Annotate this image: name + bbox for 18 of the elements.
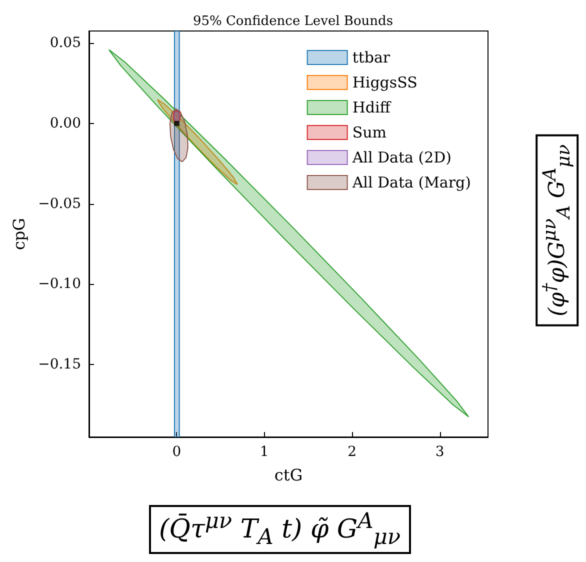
legend-label: All Data (2D) [351, 148, 452, 166]
legend-label: Sum [352, 124, 386, 142]
y-tick-label: −0.05 [38, 196, 81, 212]
legend-label: ttbar [352, 48, 391, 66]
y-tick-label: 0.00 [50, 115, 81, 132]
x-axis-title: ctG [274, 466, 303, 484]
y-tick-label: 0.05 [50, 35, 81, 52]
x-tick-label: 2 [348, 444, 357, 460]
chart-title: 95% Confidence Level Bounds [192, 14, 394, 29]
y-tick-label: −0.10 [38, 276, 81, 292]
x-tick-label: 1 [260, 444, 269, 460]
x-tick-label: 3 [435, 444, 444, 460]
x-tick-label: 0 [172, 444, 182, 460]
y-tick-label: −0.15 [38, 356, 81, 373]
legend-label: HiggsSS [352, 74, 418, 92]
legend-label: Hdiff [352, 98, 392, 116]
legend-label: All Data (Marg) [351, 174, 472, 192]
y-axis-title: cpG [10, 218, 29, 250]
